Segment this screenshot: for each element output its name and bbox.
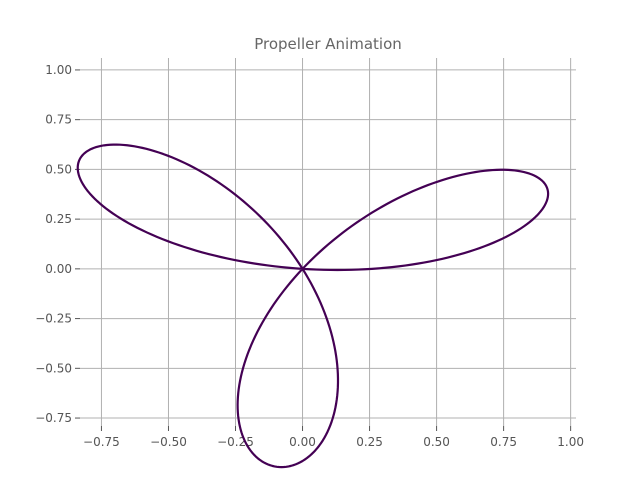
x-tick-label: −0.50 [150,435,187,449]
y-tick-label: 1.00 [45,63,72,77]
propeller-curve [76,143,550,469]
y-tick-label: −0.50 [35,361,72,375]
x-tick-label: 0.25 [356,435,383,449]
y-tick-label: 0.25 [45,212,72,226]
y-tick-label: 0.00 [45,262,72,276]
x-tick-label: −0.75 [83,435,120,449]
y-tick-label: 0.75 [45,113,72,127]
x-tick-label: 0.75 [490,435,517,449]
x-tick-label: 0.50 [423,435,450,449]
grid-lines [80,58,576,426]
y-tick-label: 0.50 [45,162,72,176]
y-tick-label: −0.75 [35,411,72,425]
x-tick-label: 0.00 [289,435,316,449]
chart-title: Propeller Animation [254,35,402,53]
x-axis-ticks: −0.75 −0.50 −0.25 0.00 0.25 0.50 0.75 1.00 [83,426,584,449]
y-axis-ticks: −0.75 −0.50 −0.25 0.00 0.25 0.50 0.75 1.00 [35,63,80,425]
x-tick-label: 1.00 [557,435,584,449]
y-tick-label: −0.25 [35,312,72,326]
